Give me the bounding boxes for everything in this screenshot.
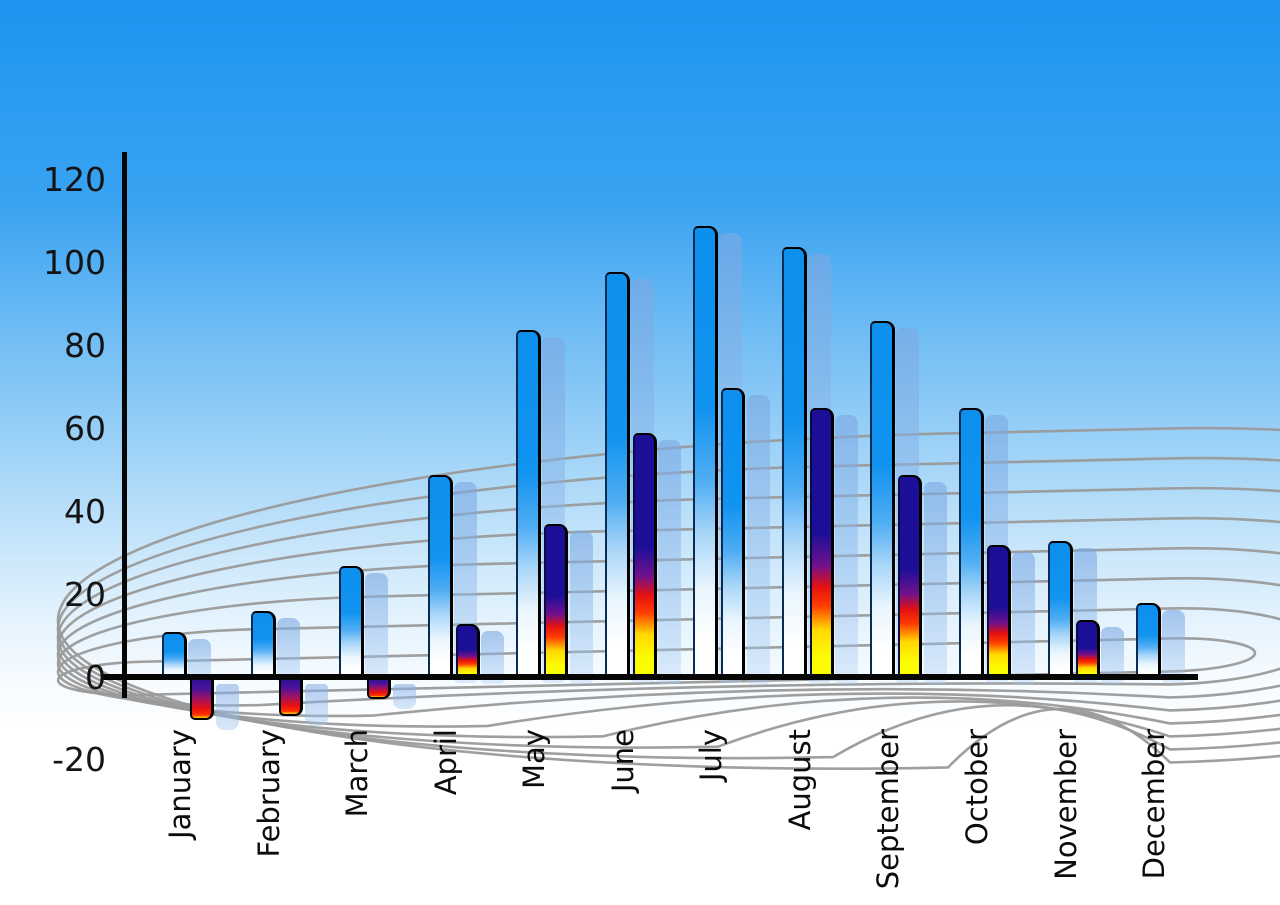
- x-label-february: February: [251, 729, 286, 858]
- bar-series1-October: [958, 408, 984, 680]
- bar-series2-May: [544, 524, 569, 679]
- bar-series1-November: [1047, 540, 1073, 680]
- x-label-may: May: [517, 729, 552, 789]
- bar-series1-June: [604, 271, 630, 680]
- y-tick-40: 40: [64, 491, 106, 531]
- grid-ring-3: [56, 546, 1280, 728]
- bar-series1-December: [1136, 602, 1162, 680]
- bar-series1-January: [162, 631, 187, 680]
- x-label-june: June: [605, 729, 640, 793]
- x-label-march: March: [340, 729, 375, 818]
- bar-series2-October: [986, 544, 1011, 679]
- x-axis-line: [103, 674, 1198, 680]
- bar-shadow-series2-May: [569, 531, 593, 685]
- bar-shadow-series2-July: [746, 394, 770, 685]
- x-label-january: January: [163, 729, 197, 839]
- bar-series2-July: [721, 387, 746, 679]
- bar-shadow-series2-June: [658, 440, 682, 685]
- y-tick--20: -20: [52, 740, 106, 780]
- bar-series1-April: [427, 474, 453, 680]
- y-tick-0: 0: [85, 657, 106, 697]
- bar-series1-August: [781, 246, 807, 680]
- bar-series2-June: [632, 433, 657, 679]
- bar-shadow-series1-January: [188, 638, 211, 684]
- bar-series1-July: [693, 226, 719, 680]
- bar-series2-February: [278, 678, 303, 716]
- x-label-july: July: [694, 729, 729, 782]
- bar-shadow-series2-March: [393, 683, 417, 710]
- bar-shadow-series2-September: [923, 481, 947, 685]
- y-tick-20: 20: [64, 574, 106, 614]
- grid-ring-5: [56, 486, 1280, 749]
- bar-shadow-series2-November: [1101, 626, 1124, 685]
- bar-series1-February: [250, 611, 276, 680]
- grid-ring-2: [56, 576, 1280, 718]
- x-label-november: November: [1048, 729, 1083, 880]
- x-label-december: December: [1137, 729, 1172, 880]
- bar-shadow-series2-October: [1012, 551, 1036, 685]
- y-tick-100: 100: [43, 243, 106, 283]
- y-tick-120: 120: [43, 160, 106, 200]
- grid-ring-6: [56, 456, 1280, 760]
- x-label-october: October: [959, 729, 994, 846]
- bar-shadow-series1-December: [1162, 609, 1186, 684]
- bar-shadow-series2-August: [835, 415, 859, 685]
- bar-series2-November: [1075, 619, 1100, 679]
- bar-shadow-series1-March: [365, 572, 389, 684]
- bar-series2-January: [190, 678, 214, 720]
- bar-series1-September: [870, 321, 896, 680]
- x-label-april: April: [428, 729, 463, 796]
- x-label-september: September: [871, 729, 906, 890]
- grid-ring-1: [56, 607, 1280, 707]
- x-label-august: August: [782, 729, 817, 831]
- bar-series1-March: [339, 565, 365, 680]
- bar-shadow-series2-April: [481, 630, 505, 685]
- bar-shadow-series2-February: [304, 683, 328, 726]
- bar-shadow-series1-February: [276, 618, 300, 684]
- bar-series1-May: [516, 329, 542, 680]
- bar-series2-March: [367, 678, 392, 700]
- bar-shadow-series2-January: [216, 683, 239, 730]
- bar-series2-April: [455, 623, 480, 679]
- bar-series2-August: [809, 408, 834, 679]
- grid-ring-7: [56, 426, 1280, 770]
- y-tick-80: 80: [64, 326, 106, 366]
- bar-series2-September: [898, 474, 923, 679]
- y-tick-60: 60: [64, 408, 106, 448]
- y-axis-line: [122, 152, 127, 698]
